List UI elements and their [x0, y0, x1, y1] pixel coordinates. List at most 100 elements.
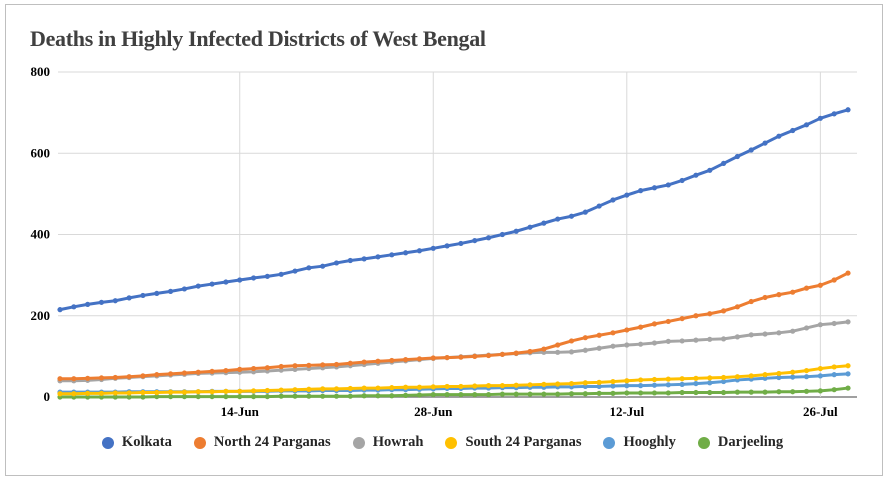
y-tick-label: 600	[31, 145, 51, 160]
data-point	[71, 376, 77, 382]
data-point	[831, 364, 837, 370]
data-point	[568, 391, 575, 397]
data-point	[389, 385, 395, 391]
data-point	[776, 389, 782, 395]
data-point	[444, 243, 450, 249]
legend-label: Kolkata	[121, 434, 172, 450]
data-point	[679, 381, 685, 388]
data-point	[292, 366, 298, 372]
data-point	[693, 172, 699, 178]
data-point	[638, 188, 644, 194]
data-point	[817, 282, 823, 288]
data-point	[320, 386, 326, 392]
legend-marker-icon	[697, 436, 710, 449]
data-point	[679, 376, 685, 382]
data-point	[610, 330, 616, 336]
data-point	[444, 391, 450, 398]
data-point	[568, 349, 575, 355]
data-point	[845, 319, 851, 325]
data-point	[555, 381, 561, 387]
data-point	[278, 363, 284, 370]
data-point	[126, 295, 132, 301]
legend-marker-icon	[193, 436, 206, 449]
data-point	[679, 338, 685, 344]
data-point	[499, 231, 505, 238]
data-point	[665, 318, 671, 325]
data-point	[306, 362, 312, 368]
data-point	[57, 376, 63, 382]
data-point	[776, 330, 782, 336]
data-point	[195, 369, 201, 375]
data-point	[638, 383, 644, 389]
data-point	[278, 271, 284, 277]
data-point	[790, 389, 796, 395]
legend-item: Howrah	[352, 434, 423, 451]
data-point	[748, 147, 754, 153]
data-point	[555, 391, 561, 397]
data-point	[707, 389, 713, 396]
data-point	[403, 357, 409, 363]
data-point	[555, 216, 561, 222]
data-point	[347, 385, 353, 392]
data-point	[845, 270, 851, 276]
data-point	[831, 387, 837, 393]
legend-item: South 24 Parganas	[445, 434, 581, 451]
data-point	[361, 393, 367, 399]
data-point	[264, 273, 270, 279]
data-point	[651, 390, 658, 396]
data-point	[85, 394, 91, 400]
data-point	[85, 301, 91, 307]
data-point	[306, 265, 312, 271]
data-point	[237, 388, 243, 394]
data-point	[762, 331, 768, 337]
data-point	[707, 311, 713, 317]
data-point	[817, 115, 823, 121]
data-point	[582, 335, 588, 341]
data-point	[167, 389, 174, 395]
data-point	[209, 368, 215, 375]
data-point	[790, 369, 796, 375]
data-point	[126, 390, 132, 396]
data-point	[278, 393, 284, 399]
data-point	[209, 281, 215, 287]
data-point	[541, 381, 547, 388]
data-point	[596, 332, 602, 338]
data-point	[403, 250, 409, 256]
data-point	[638, 390, 644, 396]
legend-marker-icon	[445, 436, 458, 449]
data-point	[181, 286, 188, 292]
data-point	[140, 373, 146, 379]
data-point	[472, 353, 478, 359]
legend-item: Darjeeling	[697, 434, 783, 451]
data-point	[375, 254, 381, 260]
data-point	[568, 213, 575, 219]
data-point	[112, 394, 118, 400]
data-point	[195, 283, 201, 289]
data-point	[582, 380, 588, 386]
data-point	[85, 375, 91, 381]
data-point	[140, 389, 146, 396]
data-point	[264, 393, 270, 400]
data-point	[209, 393, 215, 400]
data-point	[485, 352, 492, 359]
data-point	[527, 391, 533, 397]
y-tick-label: 800	[31, 64, 51, 79]
data-point	[416, 384, 423, 390]
data-point	[555, 342, 561, 348]
y-tick-label: 400	[31, 227, 51, 242]
data-point	[195, 389, 201, 395]
data-point	[720, 308, 727, 314]
data-point	[720, 336, 727, 342]
data-point	[762, 294, 768, 301]
data-point	[472, 237, 478, 244]
data-point	[845, 385, 851, 391]
data-point	[665, 338, 671, 344]
data-point	[306, 393, 312, 399]
data-point	[596, 390, 602, 396]
data-point	[831, 111, 837, 117]
data-point	[126, 374, 132, 380]
data-point	[237, 366, 243, 372]
data-point	[803, 367, 810, 374]
data-point	[292, 363, 298, 369]
data-point	[790, 374, 796, 380]
